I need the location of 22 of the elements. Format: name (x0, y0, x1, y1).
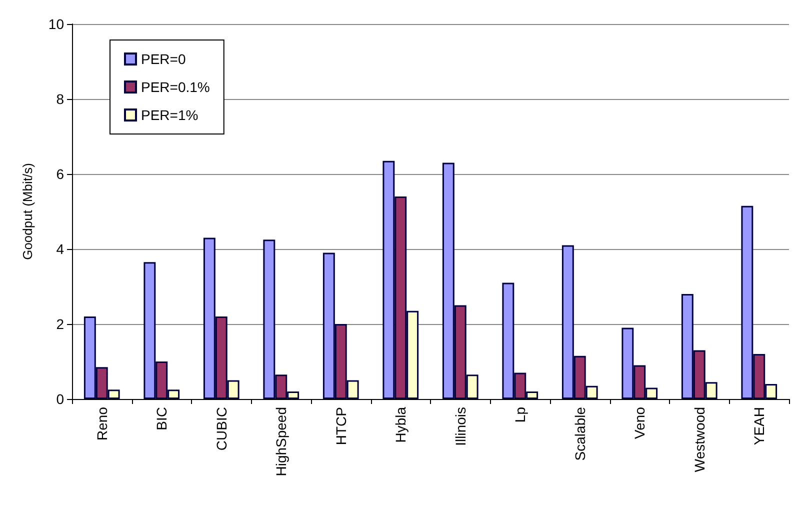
legend-label: PER=0.1% (141, 79, 210, 95)
legend-label: PER=0 (141, 51, 186, 67)
y-tick-label: 0 (56, 391, 64, 407)
x-tick-label: Hybla (392, 406, 409, 443)
x-tick-label: HighSpeed (273, 407, 290, 476)
x-tick-label: Reno (94, 406, 110, 440)
x-tick-label: YEAH (751, 407, 768, 446)
y-tick-label: 4 (56, 241, 64, 257)
x-tick-label: Lp (512, 406, 528, 423)
y-tick-label: 10 (48, 16, 64, 32)
y-axis-title: Goodput (Mbit/s) (20, 163, 35, 260)
x-tick-label: Westwood (691, 407, 708, 472)
y-tick-label: 8 (56, 91, 64, 107)
x-tick-label: Scalable (572, 406, 588, 461)
x-tick-label: BIC (154, 407, 170, 430)
x-tick-label: HTCP (332, 407, 349, 446)
y-tick-label: 6 (56, 166, 64, 182)
x-tick-label: Veno (632, 406, 648, 439)
y-tick-label: 2 (56, 316, 64, 332)
legend-label: PER=1% (141, 107, 198, 123)
x-tick-label: CUBIC (213, 407, 230, 451)
x-tick-label: Illinois (452, 407, 468, 446)
